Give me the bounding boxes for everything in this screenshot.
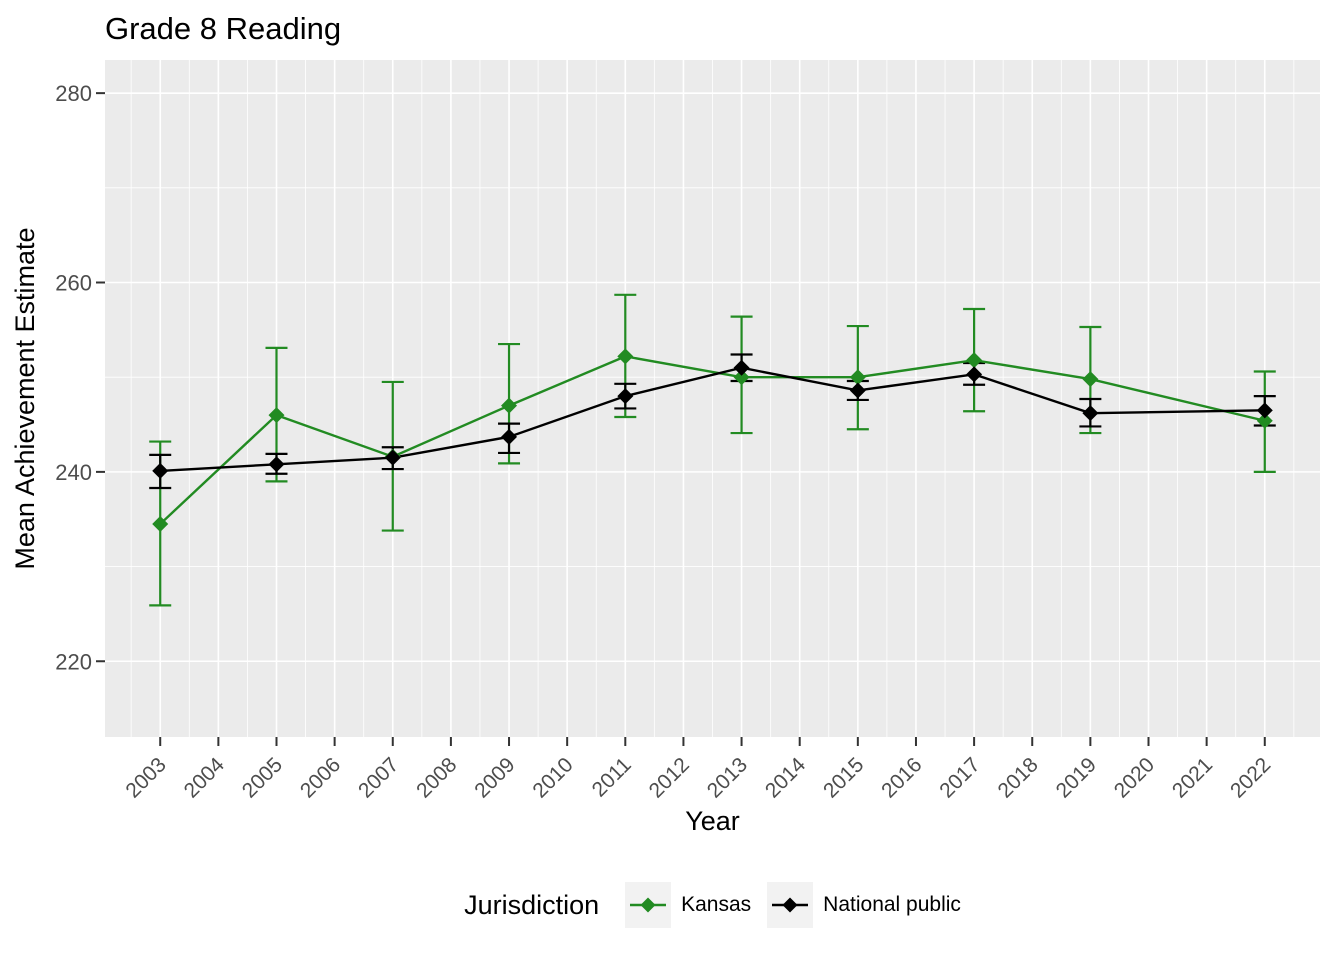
y-tick-label: 220 (55, 649, 92, 674)
point-national-public (733, 359, 750, 376)
x-tick-label: 2011 (588, 753, 636, 801)
x-tick-label: 2008 (412, 753, 461, 802)
national-public-line-marker-icon (767, 882, 814, 928)
point-kansas (849, 369, 866, 386)
x-tick-label: 2017 (935, 753, 984, 802)
legend-diamond (640, 897, 656, 913)
point-kansas (1256, 412, 1273, 429)
y-tick-label: 280 (55, 81, 92, 106)
x-axis-title: Year (685, 806, 740, 836)
chart-title: Grade 8 Reading (105, 11, 342, 46)
point-kansas (617, 348, 634, 365)
legend-item-national-public: National public (767, 882, 961, 928)
point-kansas (501, 397, 518, 414)
x-tick-label: 2013 (703, 753, 752, 802)
point-national-public (1256, 402, 1273, 419)
series-line-national-public (160, 366, 1265, 473)
legend-diamond (782, 897, 798, 913)
point-kansas (152, 515, 169, 532)
x-tick-label: 2021 (1168, 753, 1217, 802)
x-tick-label: 2009 (470, 753, 519, 802)
x-tick-label: 2015 (819, 753, 868, 802)
point-national-public (1082, 405, 1099, 422)
x-tick-label: 2019 (1052, 753, 1101, 802)
legend-label-national-public: National public (823, 893, 961, 916)
x-tick-label: 2022 (1226, 753, 1275, 802)
point-national-public (849, 382, 866, 399)
x-tick-label: 2014 (761, 753, 811, 803)
legend-item-kansas: Kansas (625, 882, 751, 928)
x-tick-label: 2005 (238, 753, 287, 802)
y-tick-label: 240 (55, 460, 92, 485)
x-tick-label: 2004 (180, 753, 230, 803)
legend-label-kansas: Kansas (681, 893, 752, 916)
legend-glyph (630, 897, 667, 913)
x-tick-label: 2006 (296, 753, 345, 802)
point-national-public (384, 449, 401, 466)
point-kansas (733, 369, 750, 386)
plot-area: 220 240 260 280 2003 2004 2005 2006 2007 2008 2009… (55, 60, 1320, 803)
x-tick-label: 2010 (528, 753, 577, 802)
point-kansas (966, 352, 983, 369)
x-tick-label: 2016 (877, 753, 926, 802)
legend-glyph (772, 897, 809, 913)
x-tick-label: 2003 (121, 753, 170, 802)
x-tick-label: 2012 (645, 753, 694, 802)
point-national-public (501, 428, 518, 445)
point-national-public (966, 366, 983, 383)
x-tick-label: 2018 (993, 753, 1042, 802)
point-national-public (152, 462, 169, 479)
series-line-kansas (159, 355, 1266, 525)
y-tick-label: 260 (55, 271, 92, 296)
point-national-public (268, 456, 285, 473)
x-tick-label: 2020 (1110, 753, 1159, 802)
kansas-line-marker-icon (625, 882, 672, 928)
x-tick-label: 2007 (354, 753, 403, 802)
point-kansas (268, 407, 285, 424)
legend: Jurisdiction Kansas National public (105, 878, 1320, 932)
legend-title: Jurisdiction (464, 889, 600, 920)
point-national-public (617, 388, 634, 405)
point-kansas (1082, 371, 1099, 388)
